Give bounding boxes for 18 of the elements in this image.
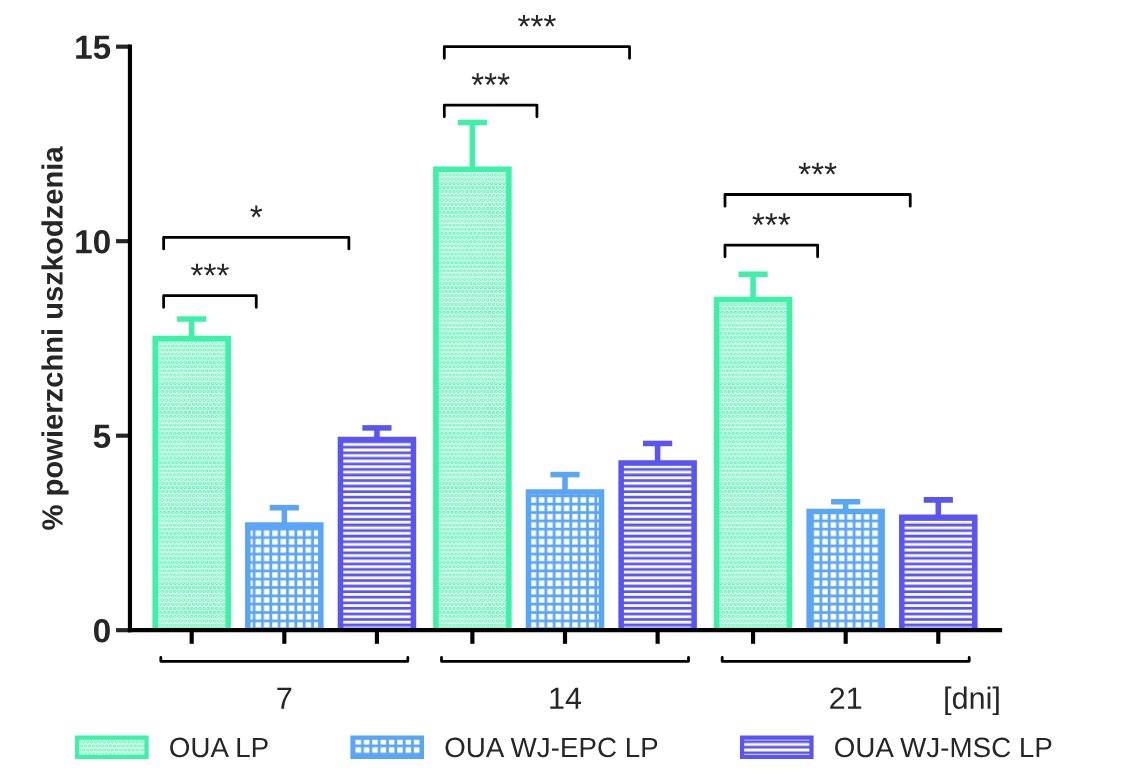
- y-tick-label: 15: [76, 35, 111, 60]
- x-axis-title: [dni]: [945, 686, 999, 716]
- annotation: ***: [471, 73, 510, 85]
- x-tick-label: 14: [550, 687, 582, 709]
- legend-label: OUA WJ-MSC LP: [835, 737, 1052, 758]
- x-tick-label: 7: [277, 687, 292, 709]
- annotation: ***: [752, 213, 791, 225]
- y-tick-label: 10: [76, 229, 110, 254]
- y-axis-title: % powierzchni uszkodzenia: [41, 146, 69, 530]
- x-tick-label: 21: [830, 687, 862, 709]
- legend-label: OUA WJ-EPC LP: [445, 737, 658, 758]
- y-tick-label: 5: [93, 424, 111, 449]
- legend-label: OUA LP: [170, 737, 268, 758]
- text: ***: [518, 14, 556, 27]
- annotation: ***: [191, 263, 229, 276]
- annotation: ***: [798, 162, 837, 175]
- annotation: *: [250, 205, 263, 218]
- y-tick-label: 0: [93, 618, 110, 643]
